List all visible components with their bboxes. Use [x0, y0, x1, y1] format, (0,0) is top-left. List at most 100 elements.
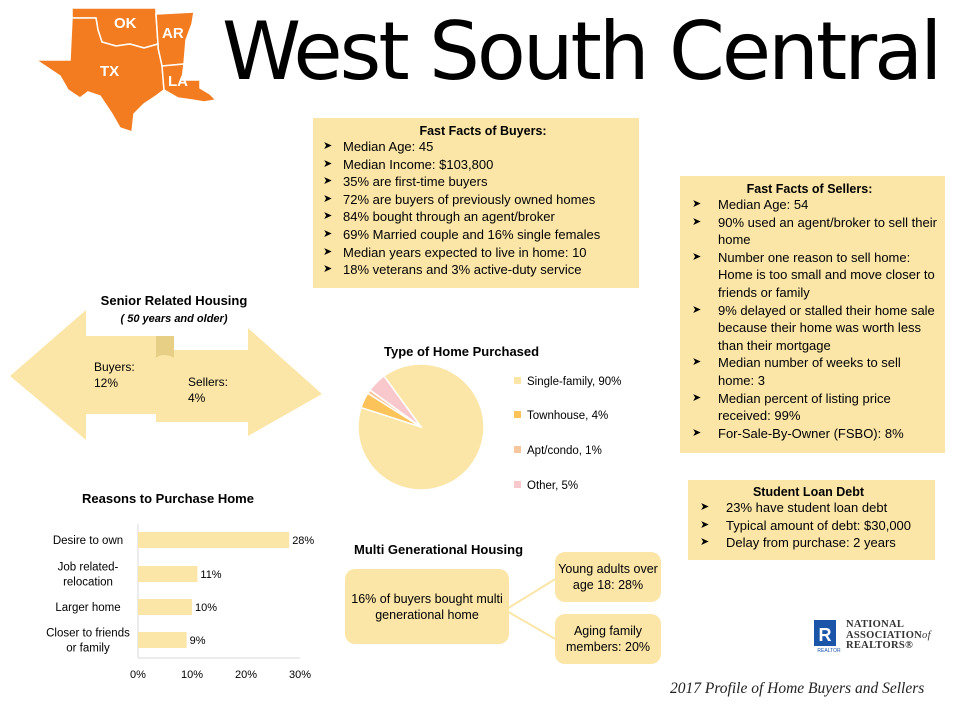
list-item: ➤ Typical amount of debt: $30,000 — [688, 517, 929, 535]
list-item: ➤ Median number of weeks to sell home: 3 — [680, 354, 939, 389]
fact-text: 90% used an agent/broker to sell their h… — [718, 214, 937, 248]
multi-gen-aging-text: Aging family members: 20% — [565, 624, 651, 654]
arrow-bullet-icon: ➤ — [323, 157, 333, 170]
fact-text: 23% have student loan debt — [726, 500, 888, 515]
bar-value-label: 10% — [195, 602, 217, 614]
buyers-facts-box: Fast Facts of Buyers: ➤ Median Age: 45 ➤ M… — [313, 118, 639, 288]
x-tick-label: 20% — [235, 669, 257, 681]
arrow-bullet-icon: ➤ — [692, 198, 702, 210]
category-label: relocation — [63, 577, 113, 589]
fact-text: Median percent of listing price received… — [718, 390, 891, 424]
sellers-facts-title: Fast Facts of Sellers: — [746, 182, 873, 196]
list-item: ➤ Median Income: $103,800 — [313, 156, 633, 174]
state-tx — [33, 17, 165, 134]
nar-line-1: NATIONAL — [846, 619, 905, 630]
nar-wordmark: NATIONAL ASSOCIATIONof REALTORS® — [846, 619, 931, 652]
category-label: Job related- — [58, 562, 119, 574]
arrow-bullet-icon: ➤ — [323, 245, 333, 258]
state-label-la: LA — [168, 73, 188, 90]
nar-line-3-text: REALTORS — [846, 640, 906, 651]
category-label: Desire to own — [53, 535, 123, 547]
fact-text: Median Income: $103,800 — [343, 156, 494, 172]
fact-text: 84% bought through an agent/broker — [343, 209, 555, 225]
nar-line-2-text: ASSOCIATION — [846, 629, 923, 641]
arrow-bullet-icon: ➤ — [323, 192, 333, 205]
x-tick-label: 10% — [181, 669, 203, 681]
arrow-bullet-icon: ➤ — [323, 227, 333, 240]
bar — [138, 532, 290, 548]
list-item: ➤ 72% are buyers of previously owned home… — [313, 191, 633, 209]
list-item: ➤ Number one reason to sell home: Home is… — [680, 249, 939, 302]
list-item: ➤ Delay from purchase: 2 years — [688, 534, 929, 552]
fact-text: Median Age: 54 — [718, 197, 809, 212]
category-label: Larger home — [55, 602, 120, 614]
nar-line-2-suffix: of — [922, 629, 931, 641]
x-tick-label: 0% — [130, 669, 146, 681]
arrow-bullet-icon: ➤ — [323, 140, 333, 152]
fact-text: Median years expected to live in home: 1… — [343, 244, 587, 260]
legend-item: Single-family, 90% — [514, 376, 621, 388]
legend-swatch — [514, 377, 521, 385]
list-item: ➤ 23% have student loan debt — [688, 499, 929, 517]
arrow-bullet-icon: ➤ — [692, 391, 702, 404]
pie-slice — [368, 374, 422, 428]
legend-item: Townhouse, 4% — [514, 410, 608, 422]
senior-housing-subtitle: ( 50 years and older) — [120, 313, 228, 325]
fact-text: Delay from purchase: 2 years — [726, 535, 896, 551]
connector-line — [505, 609, 558, 641]
arrow-fold — [156, 336, 174, 358]
fact-text: 35% are first-time buyers — [343, 174, 488, 190]
bar — [138, 599, 192, 615]
fact-text: Typical amount of debt: $30,000 — [726, 517, 912, 533]
arrow-bullet-icon: ➤ — [692, 215, 702, 228]
fact-text: 9% delayed or stalled their home sale be… — [718, 302, 935, 353]
multi-gen-young-text: Young adults over age 18: 28% — [558, 562, 658, 592]
arrow-bullet-icon: ➤ — [700, 536, 710, 549]
student-loan-list: ➤ 23% have student loan debt ➤ Typical amo… — [688, 499, 929, 552]
senior-sellers-label: Sellers: — [188, 375, 229, 389]
arrow-bullet-icon: ➤ — [323, 175, 333, 188]
realtor-r-icon: R — [814, 620, 836, 646]
legend-label: Other, 5% — [527, 480, 579, 492]
state-label-ok: OK — [114, 15, 137, 32]
legend-swatch — [514, 481, 521, 489]
state-label-tx: TX — [100, 63, 119, 80]
list-item: ➤ Median percent of listing price receive… — [680, 390, 939, 425]
senior-arrows-graphic — [10, 310, 322, 440]
list-item: ➤ For-Sale-By-Owner (FSBO): 8% — [680, 425, 939, 443]
arrow-bullet-icon: ➤ — [692, 356, 702, 369]
buyers-facts-list: ➤ Median Age: 45 ➤ Median Income: $103,800… — [313, 138, 633, 279]
sellers-arrow-right — [156, 328, 322, 436]
fact-text: 18% veterans and 3% active-duty service — [343, 262, 582, 278]
arrow-bullet-icon: ➤ — [323, 263, 333, 276]
bar-value-label: 28% — [292, 535, 314, 547]
connector-line — [505, 577, 558, 611]
senior-buyers-value: 12% — [94, 376, 119, 390]
arrow-bullet-icon: ➤ — [700, 518, 710, 531]
senior-sellers-value: 4% — [188, 391, 206, 405]
list-item: ➤ 90% used an agent/broker to sell their … — [680, 214, 939, 249]
home-type-pie-chart — [357, 363, 485, 491]
list-item: ➤ 84% bought through an agent/broker — [313, 208, 633, 226]
pie-chart-title: Type of Home Purchased — [384, 344, 540, 359]
sellers-facts-box: Fast Facts of Sellers: ➤ Median Age: 54 ➤… — [680, 176, 945, 453]
arrow-bullet-icon: ➤ — [692, 303, 702, 316]
category-label: Closer to friends — [46, 628, 130, 640]
multi-gen-main-text: 16% of buyers bought multi generational … — [351, 591, 503, 622]
legend-label: Apt/condo, 1% — [527, 445, 602, 457]
fact-text: Median Age: 45 — [343, 139, 434, 154]
state-label-ar: AR — [162, 25, 184, 42]
sellers-facts-list: ➤ Median Age: 54 ➤ 90% used an agent/broke… — [680, 196, 939, 442]
bar — [138, 566, 198, 582]
reasons-bar-chart: 28% Desire to own 11% Job related-relocatio… — [46, 524, 314, 681]
x-tick-label: 30% — [289, 669, 311, 681]
legend-swatch — [514, 446, 521, 454]
bar-chart-title: Reasons to Purchase Home — [82, 491, 254, 506]
arrow-bullet-icon: ➤ — [323, 210, 333, 223]
legend-item: Other, 5% — [514, 480, 578, 492]
nar-line-3: REALTORS® — [846, 640, 914, 651]
region-map: OK AR TX LA — [33, 7, 218, 134]
arrow-bullet-icon: ➤ — [692, 250, 702, 263]
legend-label: Townhouse, 4% — [527, 410, 609, 422]
multi-gen-young-box: Young adults over age 18: 28% — [555, 552, 661, 602]
